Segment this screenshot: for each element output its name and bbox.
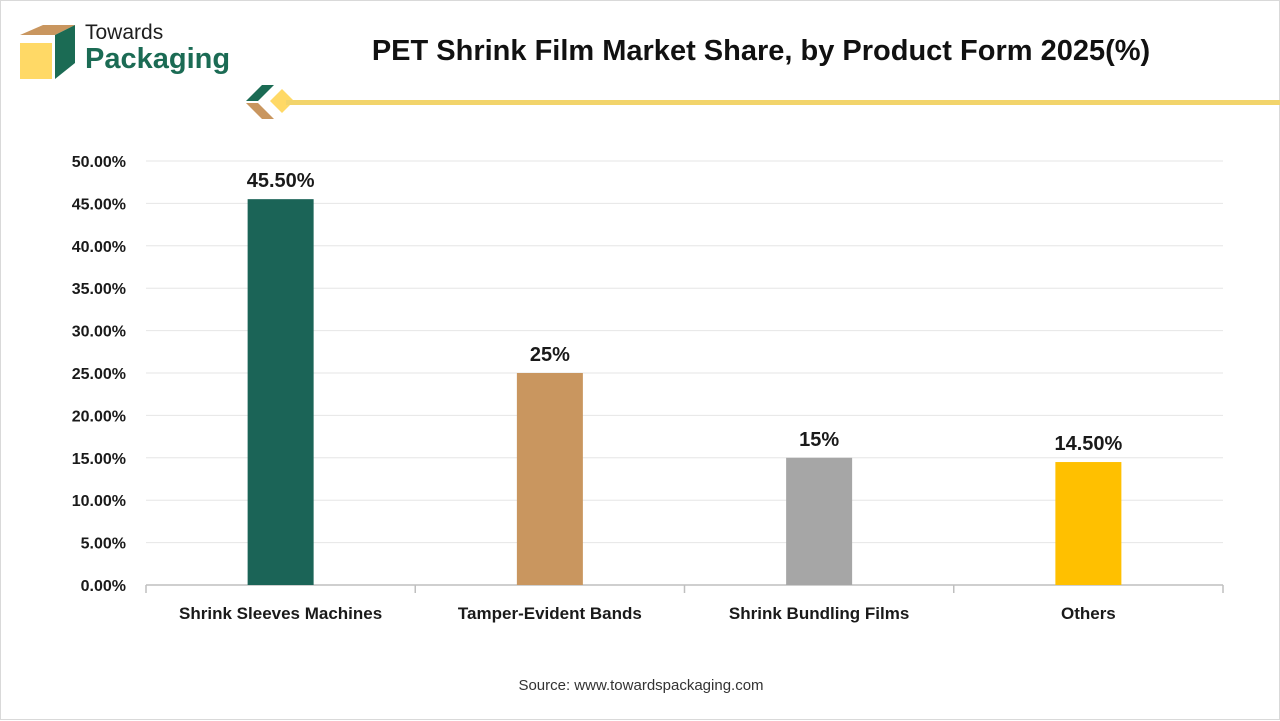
bar <box>516 373 583 585</box>
x-tick-label: Tamper-Evident Bands <box>458 604 642 623</box>
bar <box>247 199 314 585</box>
y-tick-label: 50.00% <box>72 154 126 171</box>
brand-name-bottom: Packaging <box>85 43 231 75</box>
brand-name-top: Towards <box>85 21 164 44</box>
y-tick-label: 10.00% <box>72 493 126 510</box>
y-tick-label: 30.00% <box>72 324 126 341</box>
divider-diamond-icon <box>246 85 294 119</box>
box-logo-icon <box>20 25 75 79</box>
title-divider-line <box>286 100 1280 105</box>
y-tick-label: 0.00% <box>81 578 126 595</box>
data-label: 25% <box>530 344 570 366</box>
y-tick-label: 25.00% <box>72 366 126 383</box>
y-tick-label: 15.00% <box>72 451 126 468</box>
y-tick-label: 35.00% <box>72 281 126 298</box>
y-tick-label: 20.00% <box>72 408 126 425</box>
x-tick-label: Others <box>1061 604 1116 623</box>
bar <box>786 457 853 585</box>
data-label: 15% <box>799 429 839 451</box>
bar <box>1055 462 1122 585</box>
source-note: Source: www.towardspackaging.com <box>518 677 764 694</box>
y-tick-label: 45.00% <box>72 196 126 213</box>
towards-packaging-logo: Towards Packaging <box>17 21 237 85</box>
x-tick-label: Shrink Sleeves Machines <box>179 604 382 623</box>
y-tick-label: 5.00% <box>81 536 126 553</box>
data-label: 45.50% <box>247 170 315 192</box>
y-tick-label: 40.00% <box>72 239 126 256</box>
x-tick-label: Shrink Bundling Films <box>729 604 909 623</box>
data-label: 14.50% <box>1054 433 1122 455</box>
chart-title: PET Shrink Film Market Share, by Product… <box>371 35 1151 67</box>
